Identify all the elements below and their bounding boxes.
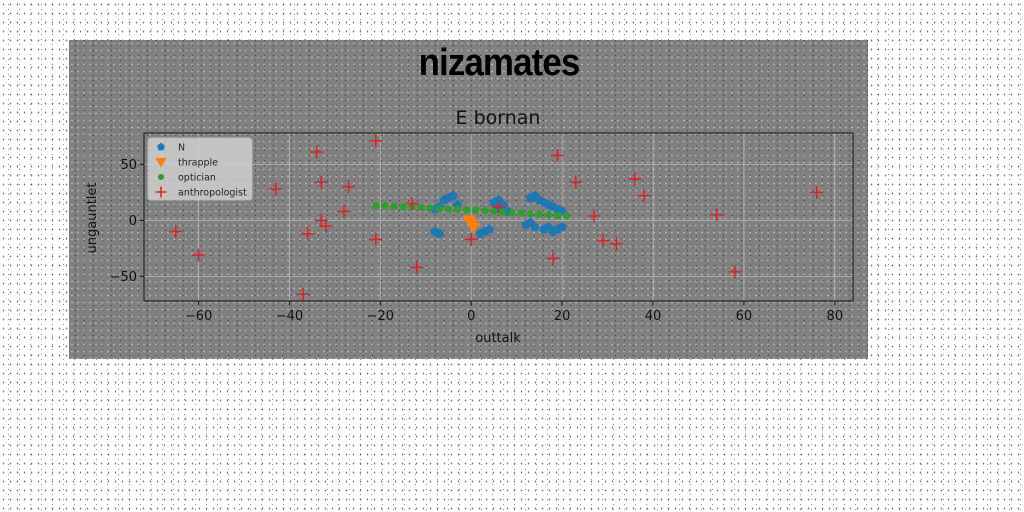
data-point xyxy=(544,211,553,219)
data-point xyxy=(369,134,383,148)
chart-svg: E bornan −60 −40 −20 0 20 40 60 80 −50 0 50 outtal… xyxy=(85,107,854,346)
data-point xyxy=(569,175,583,189)
data-point xyxy=(169,225,183,239)
x-tick-label: −60 xyxy=(185,309,212,324)
series-2 xyxy=(372,202,571,220)
data-point xyxy=(563,212,571,220)
data-point xyxy=(728,265,742,279)
data-point xyxy=(492,200,505,214)
plot-title: E bornan xyxy=(456,107,541,129)
data-point xyxy=(269,182,283,196)
x-tick-label: 80 xyxy=(827,309,844,324)
data-point xyxy=(557,222,567,232)
y-tick-label: 50 xyxy=(120,158,137,173)
data-point xyxy=(453,205,462,213)
data-point xyxy=(372,202,380,210)
data-point xyxy=(435,205,444,213)
y-axis-label: ungauntlet xyxy=(85,183,100,254)
data-point xyxy=(434,228,445,238)
data-point xyxy=(399,203,407,211)
legend-marker xyxy=(155,186,167,198)
data-point xyxy=(452,199,463,209)
data-point xyxy=(448,190,458,200)
y-tick-label: −50 xyxy=(110,270,137,285)
data-point xyxy=(405,197,419,211)
x-axis-label: outtalk xyxy=(475,331,521,346)
data-point xyxy=(587,209,601,223)
data-point xyxy=(530,222,540,232)
data-point xyxy=(462,215,476,227)
data-point xyxy=(337,204,351,218)
data-point xyxy=(463,206,471,214)
data-point xyxy=(508,208,516,217)
data-point xyxy=(596,234,610,248)
data-point xyxy=(517,209,525,217)
data-point xyxy=(319,219,333,233)
legend-label: anthropologist xyxy=(178,188,247,199)
data-point xyxy=(314,175,328,189)
data-point xyxy=(444,205,453,213)
data-points xyxy=(169,134,824,301)
data-point xyxy=(426,204,434,212)
data-point xyxy=(810,185,824,199)
legend-label: optician xyxy=(178,173,216,184)
figure-suptitle: nizamates xyxy=(418,42,581,84)
data-point xyxy=(551,148,565,162)
data-point xyxy=(546,251,560,265)
data-point xyxy=(499,208,507,216)
data-point xyxy=(710,208,724,222)
data-point xyxy=(490,207,498,215)
data-point xyxy=(381,202,389,210)
x-tick-label: −20 xyxy=(367,309,394,324)
axis-ticks: −60 −40 −20 0 20 40 60 80 −50 0 50 xyxy=(110,158,844,324)
data-point xyxy=(417,203,425,212)
data-point xyxy=(481,207,489,215)
data-point xyxy=(464,232,478,246)
legend-label: N xyxy=(178,143,185,154)
data-point xyxy=(526,210,534,218)
data-point xyxy=(610,237,624,251)
legend-marker xyxy=(157,142,165,151)
legend-marker xyxy=(157,173,165,181)
x-tick-label: −40 xyxy=(276,309,303,324)
data-point xyxy=(192,248,206,262)
data-point xyxy=(369,232,383,246)
data-point xyxy=(410,260,424,274)
data-point xyxy=(535,210,544,218)
x-tick-label: 40 xyxy=(645,309,662,324)
legend-marker xyxy=(155,157,167,168)
data-point xyxy=(301,227,315,241)
data-point xyxy=(310,145,324,159)
figure: nizamates E bornan −60 −40 −20 0 20 40 60 80 −50… xyxy=(69,40,868,359)
series-1 xyxy=(462,215,481,234)
data-point xyxy=(637,189,651,203)
data-point xyxy=(472,206,480,214)
data-point xyxy=(467,222,481,234)
data-point xyxy=(484,224,495,234)
data-point xyxy=(553,211,562,219)
x-tick-label: 0 xyxy=(467,309,475,324)
data-point xyxy=(342,180,356,194)
data-point xyxy=(628,172,642,186)
legend-box xyxy=(147,137,253,201)
series-3 xyxy=(169,134,824,301)
x-tick-label: 60 xyxy=(736,309,753,324)
data-point xyxy=(296,287,310,301)
data-point xyxy=(390,202,398,210)
plot-area xyxy=(143,132,854,302)
x-tick-label: 20 xyxy=(554,309,571,324)
y-tick-label: 0 xyxy=(129,214,137,229)
legend-label: thrapple xyxy=(178,158,218,169)
